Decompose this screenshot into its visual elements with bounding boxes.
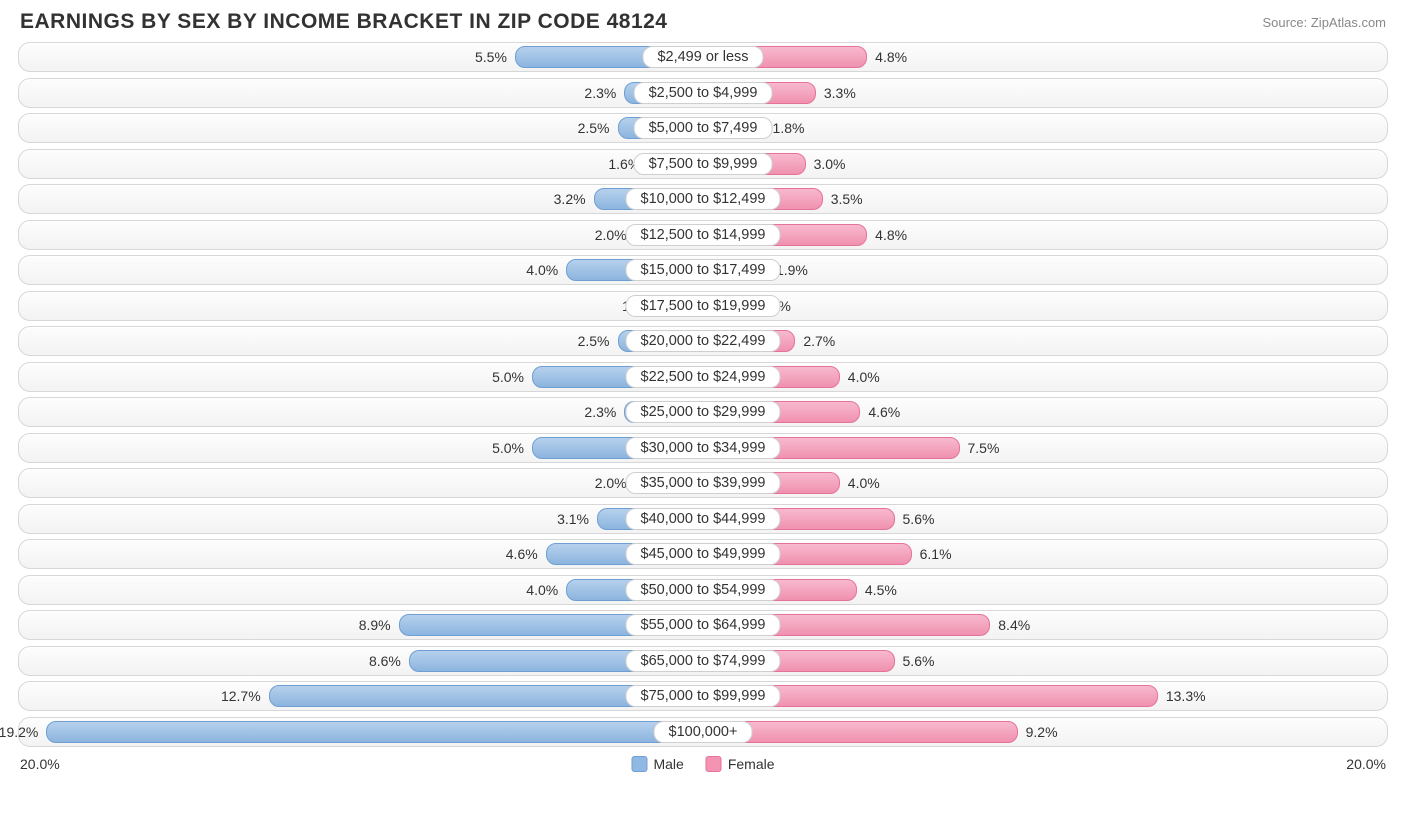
bracket-label: $25,000 to $29,999 bbox=[626, 401, 781, 423]
male-swatch-icon bbox=[631, 756, 647, 772]
male-value-label: 2.0% bbox=[595, 221, 627, 249]
female-value-label: 3.0% bbox=[814, 150, 846, 178]
male-value-label: 5.0% bbox=[492, 363, 524, 391]
female-value-label: 4.5% bbox=[865, 576, 897, 604]
male-value-label: 3.1% bbox=[557, 505, 589, 533]
bracket-label: $75,000 to $99,999 bbox=[626, 685, 781, 707]
bracket-label: $2,500 to $4,999 bbox=[634, 82, 773, 104]
male-value-label: 2.3% bbox=[584, 398, 616, 426]
female-swatch-icon bbox=[706, 756, 722, 772]
male-value-label: 8.9% bbox=[359, 611, 391, 639]
chart-title: EARNINGS BY SEX BY INCOME BRACKET IN ZIP… bbox=[20, 10, 667, 34]
chart-area: $2,499 or less 5.5% 4.8% $2,500 to $4,999 2.… bbox=[0, 42, 1406, 747]
chart-row: $35,000 to $39,9992.0% 4.0% bbox=[18, 468, 1388, 498]
female-value-label: 6.1% bbox=[920, 540, 952, 568]
chart-row: $55,000 to $64,999 8.9% 8.4% bbox=[18, 610, 1388, 640]
chart-row: $45,000 to $49,999 4.6% 6.1% bbox=[18, 539, 1388, 569]
chart-row: $30,000 to $34,999 5.0% 7.5% bbox=[18, 433, 1388, 463]
female-value-label: 1.9% bbox=[776, 256, 808, 284]
bracket-label: $12,500 to $14,999 bbox=[626, 224, 781, 246]
male-value-label: 5.5% bbox=[475, 43, 507, 71]
chart-source: Source: ZipAtlas.com bbox=[1262, 15, 1386, 30]
male-bar bbox=[46, 721, 703, 743]
chart-row: $20,000 to $22,499 2.5% 2.7% bbox=[18, 326, 1388, 356]
bracket-label: $17,500 to $19,999 bbox=[626, 295, 781, 317]
bracket-label: $30,000 to $34,999 bbox=[626, 437, 781, 459]
chart-row: $2,500 to $4,999 2.3% 3.3% bbox=[18, 78, 1388, 108]
male-value-label: 19.2% bbox=[0, 718, 38, 746]
chart-row: $50,000 to $54,999 4.0% 4.5% bbox=[18, 575, 1388, 605]
chart-row: $17,500 to $19,9991.2%1.4% bbox=[18, 291, 1388, 321]
male-value-label: 2.0% bbox=[595, 469, 627, 497]
bracket-label: $5,000 to $7,499 bbox=[634, 117, 773, 139]
chart-row: $40,000 to $44,999 3.1% 5.6% bbox=[18, 504, 1388, 534]
bracket-label: $35,000 to $39,999 bbox=[626, 472, 781, 494]
female-value-label: 5.6% bbox=[903, 505, 935, 533]
female-value-label: 9.2% bbox=[1026, 718, 1058, 746]
bracket-label: $20,000 to $22,499 bbox=[626, 330, 781, 352]
legend: Male Female bbox=[631, 756, 774, 772]
legend-female-label: Female bbox=[728, 756, 775, 772]
female-value-label: 4.0% bbox=[848, 469, 880, 497]
male-value-label: 8.6% bbox=[369, 647, 401, 675]
axis-label-left: 20.0% bbox=[20, 756, 60, 772]
male-value-label: 5.0% bbox=[492, 434, 524, 462]
bracket-label: $50,000 to $54,999 bbox=[626, 579, 781, 601]
male-value-label: 3.2% bbox=[554, 185, 586, 213]
male-value-label: 4.6% bbox=[506, 540, 538, 568]
male-value-label: 4.0% bbox=[526, 576, 558, 604]
female-value-label: 8.4% bbox=[998, 611, 1030, 639]
chart-row: $2,499 or less 5.5% 4.8% bbox=[18, 42, 1388, 72]
chart-row: $12,500 to $14,9992.0% 4.8% bbox=[18, 220, 1388, 250]
bracket-label: $7,500 to $9,999 bbox=[634, 153, 773, 175]
bracket-label: $2,499 or less bbox=[642, 46, 763, 68]
axis-label-right: 20.0% bbox=[1346, 756, 1386, 772]
bracket-label: $10,000 to $12,499 bbox=[626, 188, 781, 210]
female-value-label: 7.5% bbox=[968, 434, 1000, 462]
legend-item-male: Male bbox=[631, 756, 683, 772]
female-value-label: 3.3% bbox=[824, 79, 856, 107]
chart-row: $25,000 to $29,999 2.3% 4.6% bbox=[18, 397, 1388, 427]
bracket-label: $55,000 to $64,999 bbox=[626, 614, 781, 636]
male-value-label: 4.0% bbox=[526, 256, 558, 284]
female-value-label: 13.3% bbox=[1166, 682, 1206, 710]
male-value-label: 12.7% bbox=[221, 682, 261, 710]
bracket-label: $22,500 to $24,999 bbox=[626, 366, 781, 388]
chart-row: $5,000 to $7,499 2.5% 1.8% bbox=[18, 113, 1388, 143]
male-value-label: 2.5% bbox=[578, 327, 610, 355]
female-value-label: 4.6% bbox=[868, 398, 900, 426]
female-value-label: 4.8% bbox=[875, 43, 907, 71]
male-value-label: 2.3% bbox=[584, 79, 616, 107]
legend-male-label: Male bbox=[653, 756, 683, 772]
legend-item-female: Female bbox=[706, 756, 775, 772]
bracket-label: $100,000+ bbox=[654, 721, 753, 743]
bracket-label: $45,000 to $49,999 bbox=[626, 543, 781, 565]
female-value-label: 4.8% bbox=[875, 221, 907, 249]
bracket-label: $40,000 to $44,999 bbox=[626, 508, 781, 530]
chart-row: $100,000+19.2%9.2% bbox=[18, 717, 1388, 747]
chart-row: $15,000 to $17,499 4.0% 1.9% bbox=[18, 255, 1388, 285]
chart-row: $7,500 to $9,9991.6%3.0% bbox=[18, 149, 1388, 179]
chart-row: $65,000 to $74,999 8.6% 5.6% bbox=[18, 646, 1388, 676]
female-value-label: 3.5% bbox=[831, 185, 863, 213]
bracket-label: $15,000 to $17,499 bbox=[626, 259, 781, 281]
chart-row: $75,000 to $99,999 12.7% 13.3% bbox=[18, 681, 1388, 711]
female-value-label: 4.0% bbox=[848, 363, 880, 391]
female-value-label: 1.8% bbox=[773, 114, 805, 142]
chart-row: $22,500 to $24,999 5.0% 4.0% bbox=[18, 362, 1388, 392]
chart-row: $10,000 to $12,499 3.2% 3.5% bbox=[18, 184, 1388, 214]
bracket-label: $65,000 to $74,999 bbox=[626, 650, 781, 672]
female-value-label: 5.6% bbox=[903, 647, 935, 675]
female-value-label: 2.7% bbox=[803, 327, 835, 355]
male-value-label: 2.5% bbox=[578, 114, 610, 142]
